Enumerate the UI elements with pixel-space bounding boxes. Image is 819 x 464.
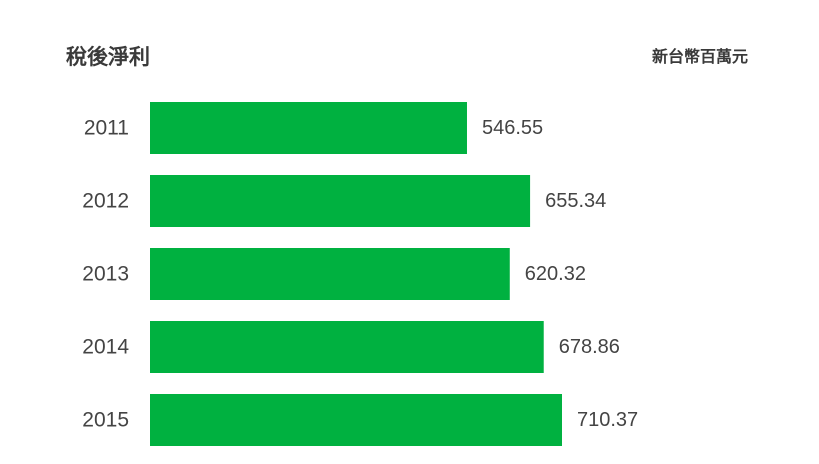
- bars-layer: 2011 546.55 2012 655.34 2013 620.32 2014 678.86…: [82, 102, 638, 446]
- value-label-2011: 546.55: [482, 117, 543, 139]
- value-label-2012: 655.34: [545, 190, 606, 212]
- value-label-2015: 710.37: [577, 409, 638, 431]
- category-label-2014: 2014: [82, 336, 129, 359]
- value-label-2014: 678.86: [559, 336, 620, 358]
- bar-2013: [150, 248, 510, 300]
- category-label-2012: 2012: [82, 190, 129, 213]
- category-label-2011: 2011: [84, 117, 129, 140]
- category-label-2013: 2013: [82, 263, 129, 286]
- category-label-2015: 2015: [82, 409, 129, 432]
- bar-2011: [150, 102, 467, 154]
- value-label-2013: 620.32: [525, 263, 586, 285]
- bar-2014: [150, 321, 544, 373]
- unit-label: 新台幣百萬元: [652, 47, 748, 66]
- chart-title: 稅後淨利: [66, 45, 150, 69]
- bar-2012: [150, 175, 531, 227]
- bar-2015: [150, 394, 562, 446]
